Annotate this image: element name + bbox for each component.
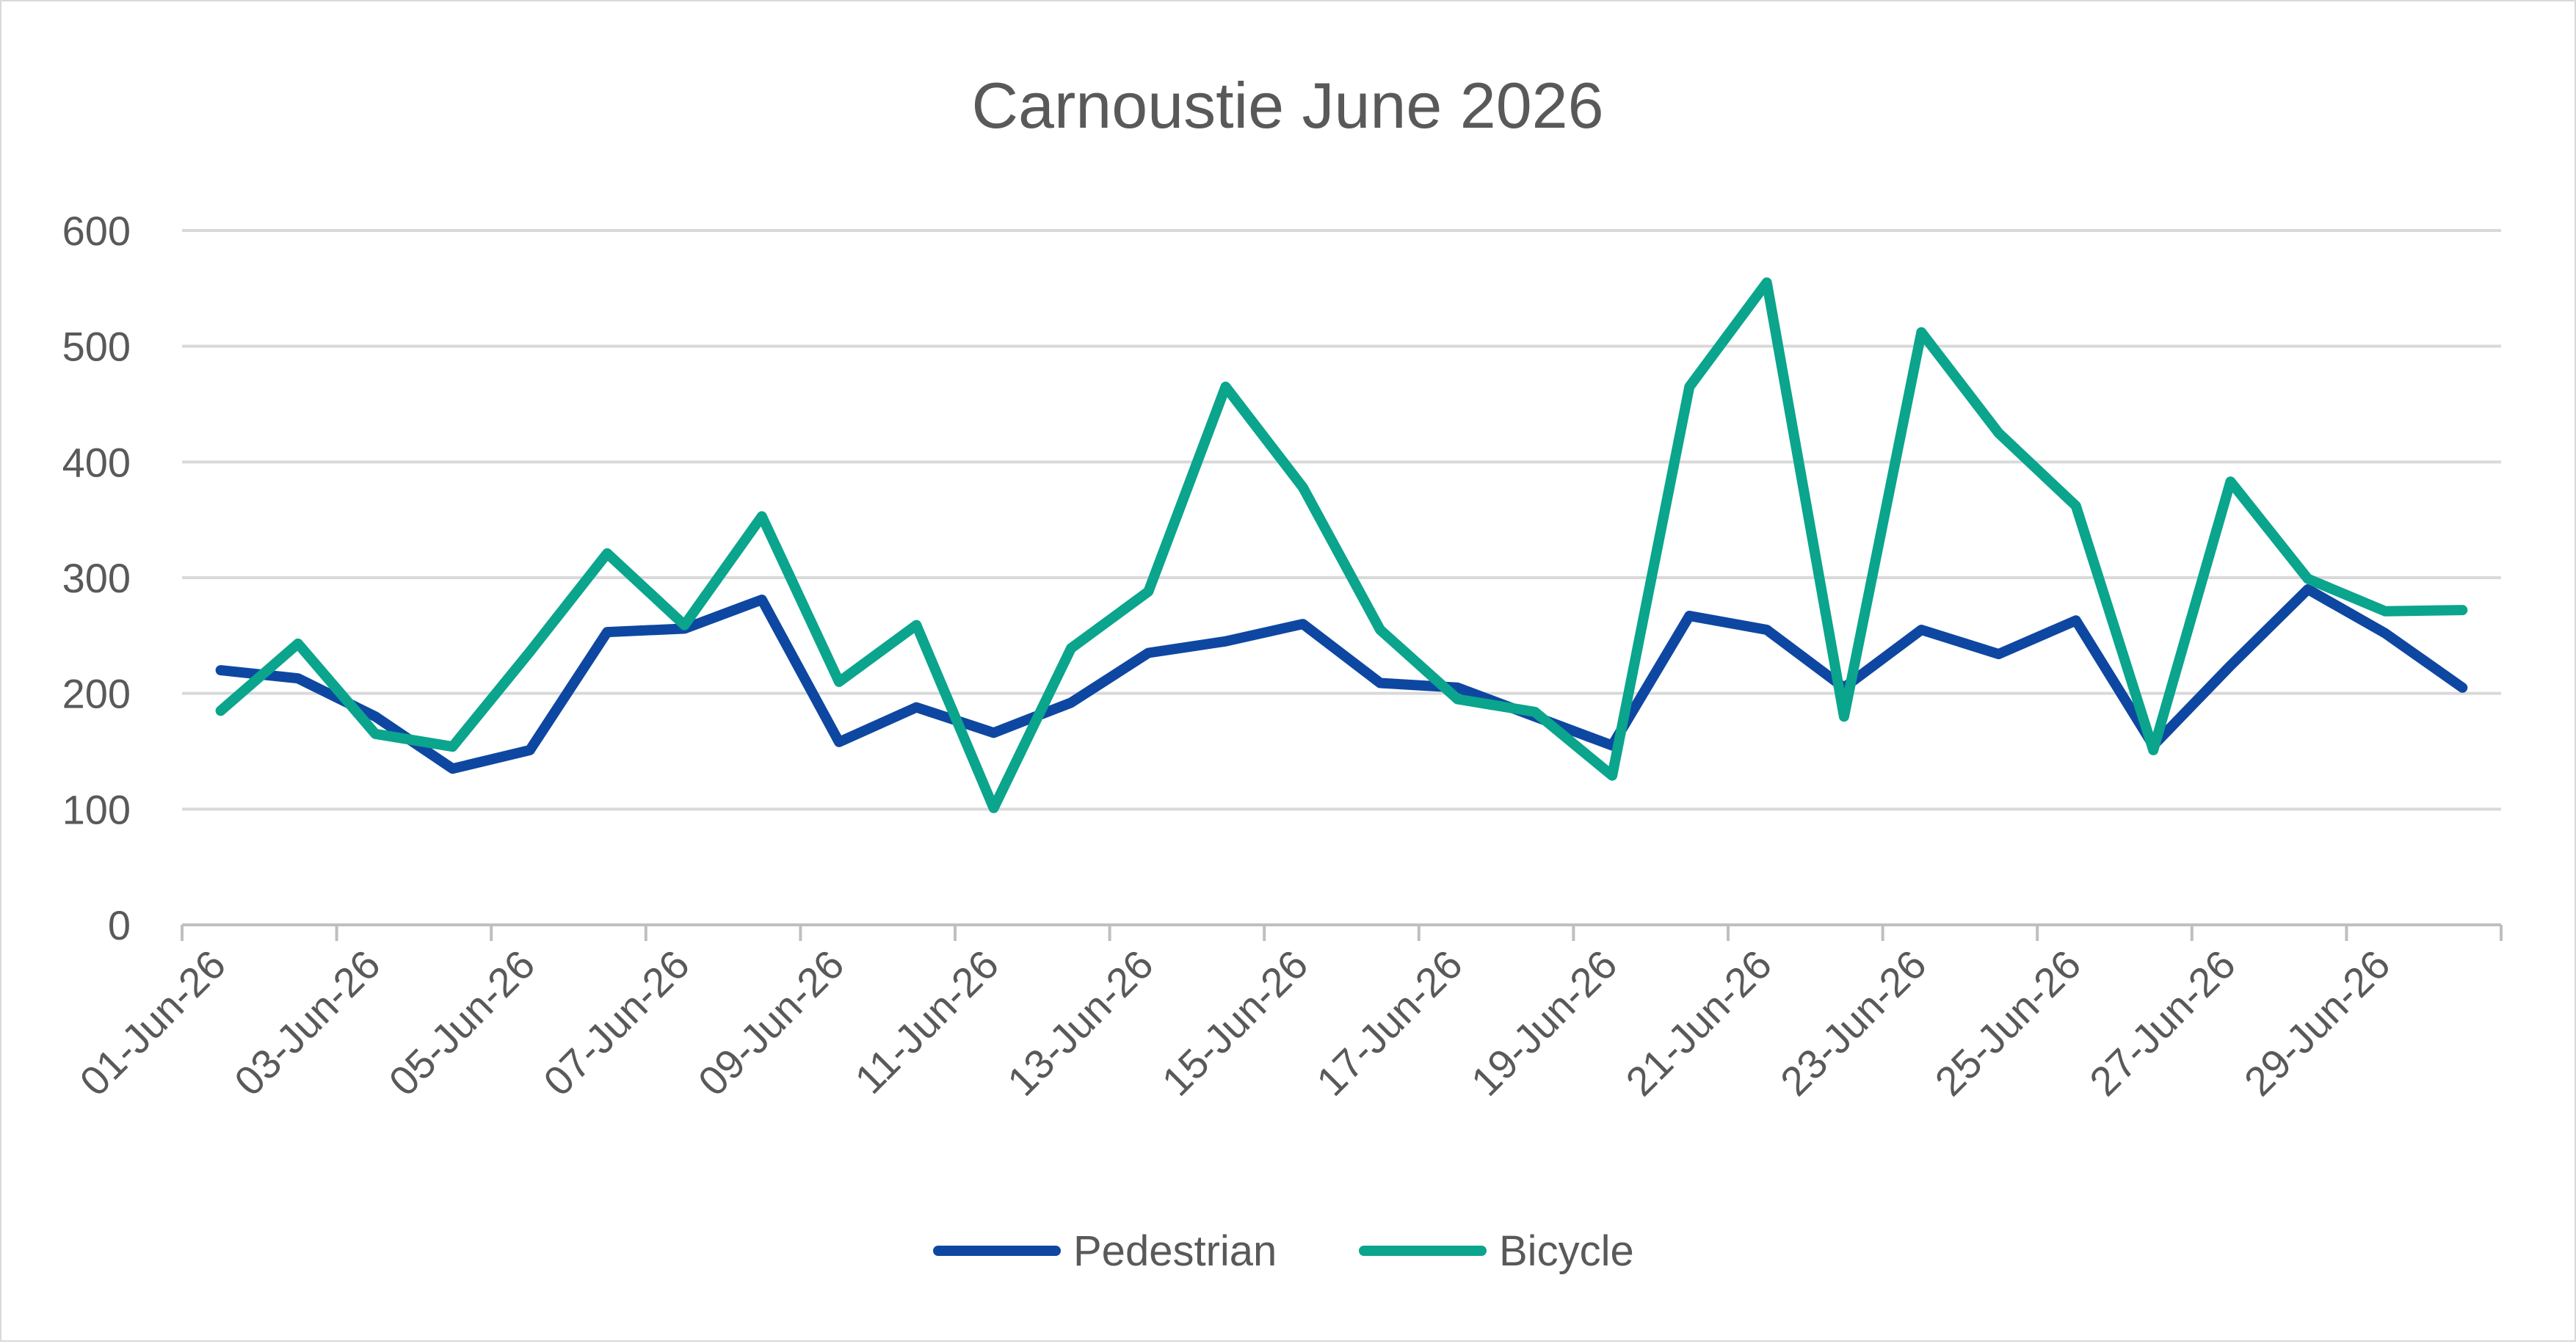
legend-label: Bicycle [1499, 1227, 1634, 1275]
x-tick-label: 01-Jun-26 [70, 941, 234, 1105]
y-tick-label: 300 [62, 555, 131, 601]
x-tick-label: 09-Jun-26 [689, 941, 853, 1105]
x-tick-label: 15-Jun-26 [1153, 941, 1316, 1105]
x-tick-labels: 01-Jun-2603-Jun-2605-Jun-2607-Jun-2609-J… [70, 941, 2398, 1105]
series-line-pedestrian [215, 584, 2468, 774]
x-tick-label: 13-Jun-26 [998, 941, 1162, 1105]
x-tick-label: 19-Jun-26 [1462, 941, 1626, 1105]
x-tick-label: 21-Jun-26 [1617, 941, 1780, 1105]
series-line-bicycle [215, 277, 2468, 813]
legend-item-bicycle[interactable]: Bicycle [1359, 1227, 1634, 1275]
x-tick-label: 07-Jun-26 [534, 941, 698, 1105]
x-tick-label: 17-Jun-26 [1307, 941, 1471, 1105]
y-tick-label: 500 [62, 324, 131, 370]
x-tick-label: 03-Jun-26 [225, 941, 389, 1105]
y-tick-label: 200 [62, 671, 131, 717]
x-tick-label: 05-Jun-26 [380, 941, 543, 1105]
series-lines [215, 277, 2468, 813]
chart-title: Carnoustie June 2026 [971, 69, 1603, 142]
x-axis [181, 923, 2503, 941]
x-tick-label: 27-Jun-26 [2080, 941, 2244, 1105]
y-tick-label: 400 [62, 439, 131, 485]
legend-label: Pedestrian [1073, 1227, 1277, 1275]
x-tick-label: 25-Jun-26 [1926, 941, 2089, 1105]
x-tick-label: 29-Jun-26 [2235, 941, 2399, 1105]
legend[interactable]: Pedestrian Bicycle [933, 1227, 1634, 1275]
gridlines [182, 229, 2501, 811]
x-tick-label: 23-Jun-26 [1771, 941, 1935, 1105]
y-tick-label: 600 [62, 208, 131, 254]
legend-item-pedestrian[interactable]: Pedestrian [933, 1227, 1277, 1275]
y-axis: 0 100 200 300 400 500 600 [62, 208, 131, 948]
y-tick-label: 0 [108, 902, 131, 948]
y-tick-label: 100 [62, 786, 131, 832]
x-tick-label: 11-Jun-26 [846, 941, 1007, 1103]
